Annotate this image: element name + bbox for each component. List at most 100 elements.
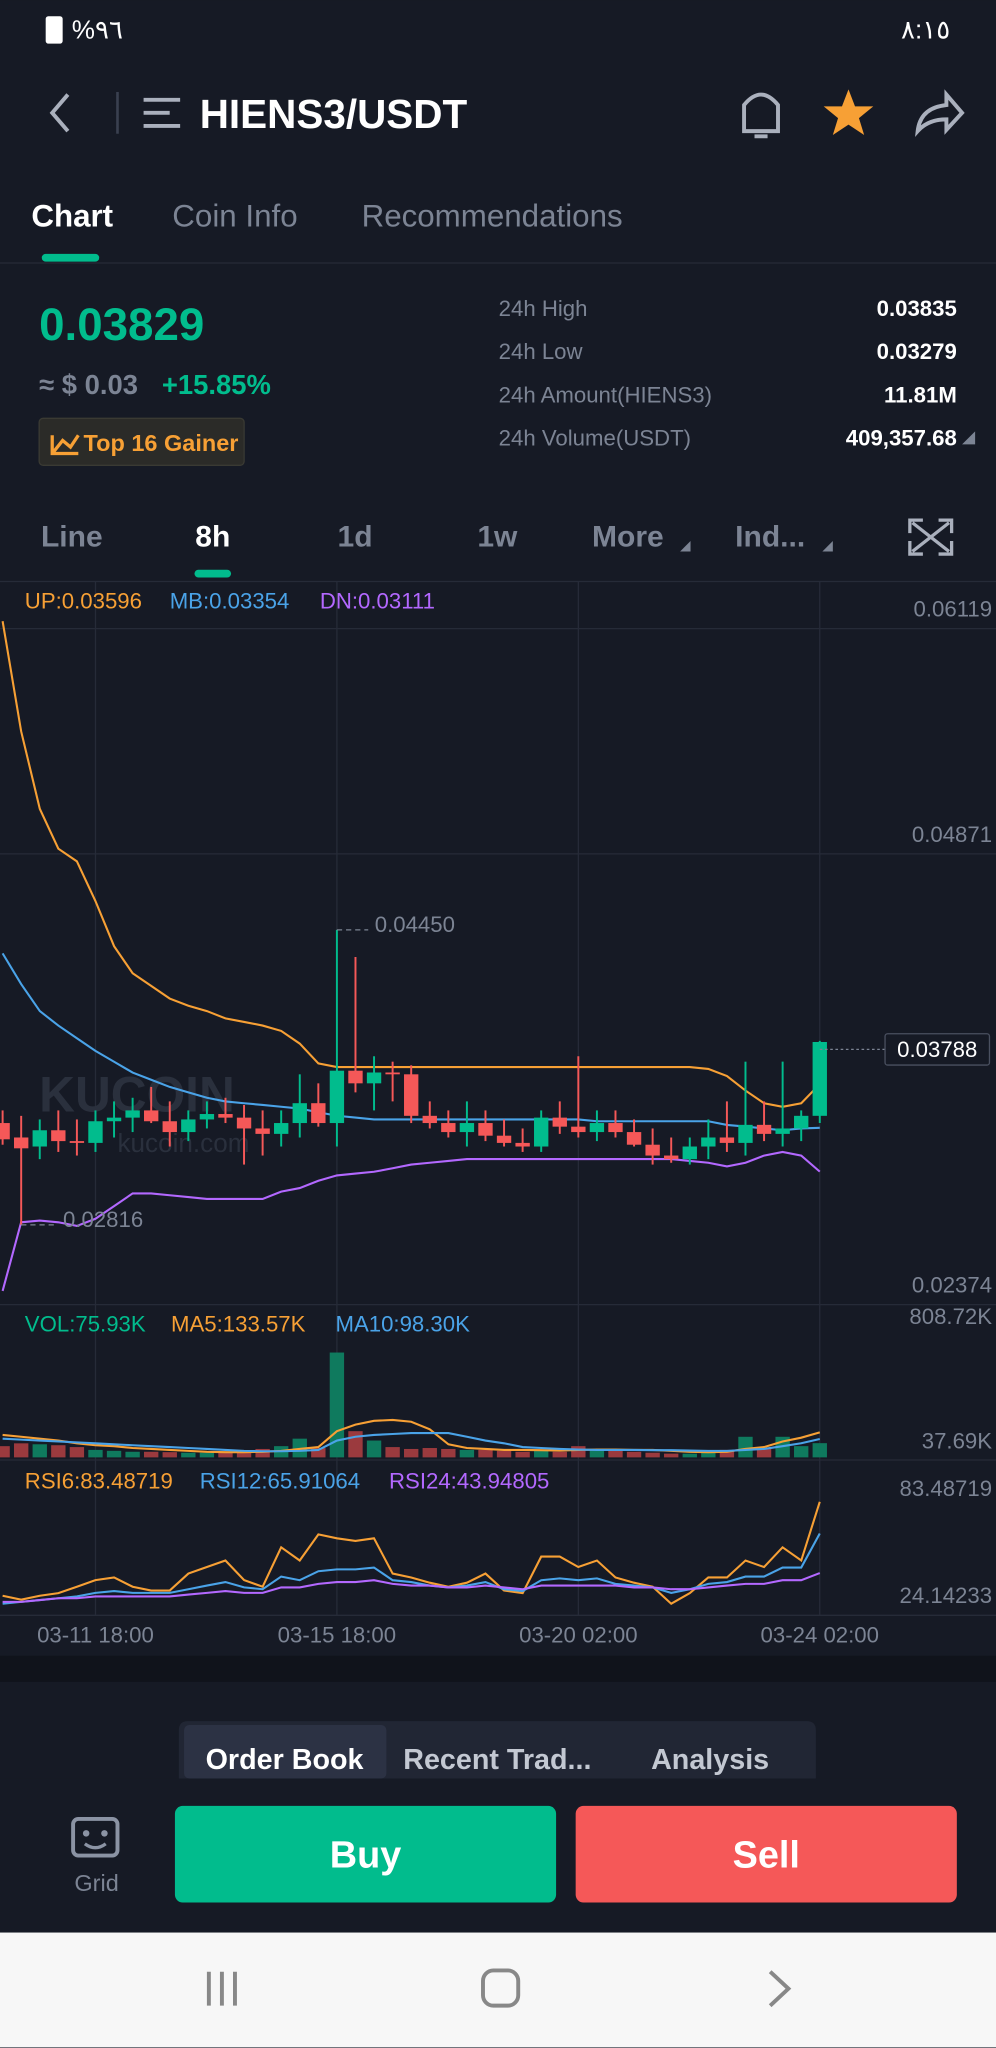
favorite-button[interactable]: [823, 89, 874, 136]
interval[interactable]: 1w: [477, 521, 518, 554]
fullscreen-button[interactable]: [908, 518, 954, 556]
nav-bar: [0, 1932, 996, 2048]
recents-button[interactable]: [206, 1971, 237, 2006]
candle-body: [534, 1117, 549, 1147]
tab[interactable]: Chart: [31, 198, 113, 233]
sell-button[interactable]: [575, 1805, 957, 1903]
legend-item: DN:0.03111: [320, 589, 435, 614]
watermark-url: kucoin.com: [117, 1128, 249, 1158]
volume-bar: [682, 1453, 697, 1458]
volume-bar: [32, 1444, 47, 1458]
candle-body: [181, 1119, 196, 1133]
home-button[interactable]: [481, 1968, 521, 2008]
candle-body: [571, 1126, 586, 1133]
stat-label: 24h High: [499, 296, 588, 321]
stat-value: 0.03835: [877, 296, 957, 321]
candle-body: [608, 1123, 623, 1133]
candle-body: [348, 1070, 363, 1084]
legend-item: RSI12:65.91064: [200, 1468, 360, 1493]
interval-indicator: [194, 569, 232, 578]
change: +15.85%: [162, 369, 271, 400]
candle-body: [106, 1117, 122, 1122]
candle-body: [0, 1123, 10, 1140]
max-marker: 0.04450: [375, 912, 455, 937]
buy-button[interactable]: [174, 1805, 557, 1903]
candle-body: [441, 1123, 456, 1133]
candle-body: [51, 1130, 66, 1142]
y-tick-label: 37.69K: [922, 1429, 993, 1454]
legend-item: UP:0.03596: [25, 589, 142, 614]
interval[interactable]: Ind...: [735, 521, 805, 554]
volume-bar: [459, 1449, 475, 1458]
clock: ٨:١٥: [901, 14, 950, 44]
candle-body: [274, 1123, 289, 1134]
candle-body: [719, 1137, 735, 1143]
legend-item: RSI6:83.48719: [25, 1468, 173, 1493]
volume-bar: [348, 1431, 363, 1458]
tab-indicator: [41, 253, 100, 262]
x-tick-label: 03-15 18:00: [278, 1622, 396, 1647]
candle-body: [218, 1114, 233, 1118]
volume-bar: [88, 1449, 103, 1458]
volume-bar: [515, 1451, 530, 1458]
panel-tab[interactable]: Recent Trad...: [403, 1744, 591, 1776]
legend-item: VOL:75.93K: [25, 1312, 146, 1337]
y-tick-label: 0.06119: [914, 597, 993, 622]
panel-tab[interactable]: Order Book: [206, 1744, 364, 1776]
candle-body: [459, 1123, 475, 1133]
stat-label: 24h Amount(HIENS3): [499, 382, 712, 407]
y-tick-label: 0.04871: [912, 822, 992, 847]
stat-value: 0.03279: [877, 339, 957, 364]
candle-body: [775, 1128, 790, 1134]
volume-bar: [552, 1451, 567, 1458]
volume-bar: [626, 1451, 642, 1458]
usd-price: ≈ $ 0.03: [39, 369, 138, 400]
legend-item: MB:0.03354: [170, 589, 290, 614]
menu-button[interactable]: [143, 97, 181, 128]
volume-bar: [385, 1447, 400, 1458]
share-button[interactable]: [915, 89, 965, 138]
volume-bar: [664, 1453, 679, 1458]
volume-bar: [218, 1451, 233, 1458]
candle-body: [311, 1103, 326, 1124]
candle-body: [626, 1132, 642, 1145]
candle-body: [682, 1146, 697, 1160]
interval[interactable]: 8h: [195, 521, 230, 554]
rsi-line: [2, 1532, 821, 1605]
volume-bar: [645, 1452, 660, 1458]
tab[interactable]: Coin Info: [172, 198, 297, 233]
tab[interactable]: Recommendations: [362, 198, 623, 233]
volume-bar: [534, 1450, 549, 1458]
interval[interactable]: More: [592, 521, 664, 554]
volume-bar: [181, 1452, 196, 1458]
candle-body: [292, 1103, 307, 1124]
stat-label: 24h Volume(USDT): [499, 425, 691, 450]
volume-bar: [422, 1448, 437, 1458]
y-tick-label: 83.48719: [900, 1476, 993, 1501]
candle-body: [496, 1135, 512, 1143]
badge[interactable]: [38, 417, 245, 466]
interval[interactable]: 1d: [338, 521, 373, 554]
grid-button[interactable]: Grid: [71, 1817, 120, 1896]
x-tick-label: 03-24 02:00: [761, 1622, 879, 1647]
interval[interactable]: Line: [41, 521, 103, 554]
pair-title: HIENS3/USDT: [200, 91, 468, 137]
candle-body: [515, 1142, 530, 1147]
candle-body: [645, 1144, 660, 1156]
badge-icon: [50, 434, 80, 456]
candle-body: [664, 1155, 679, 1160]
volume-bar: [329, 1352, 345, 1458]
volume-bar: [478, 1449, 493, 1458]
back-button[interactable]: [49, 93, 70, 133]
volume-bar: [125, 1451, 140, 1458]
back-nav-button[interactable]: [768, 1970, 792, 2008]
candle-body: [552, 1117, 567, 1127]
candle-body: [69, 1141, 85, 1143]
candle-body: [738, 1124, 753, 1143]
alert-button[interactable]: [742, 92, 780, 139]
volume-bar: [199, 1452, 215, 1458]
volume-bar: [719, 1449, 735, 1458]
panel-tab[interactable]: Analysis: [651, 1744, 769, 1776]
